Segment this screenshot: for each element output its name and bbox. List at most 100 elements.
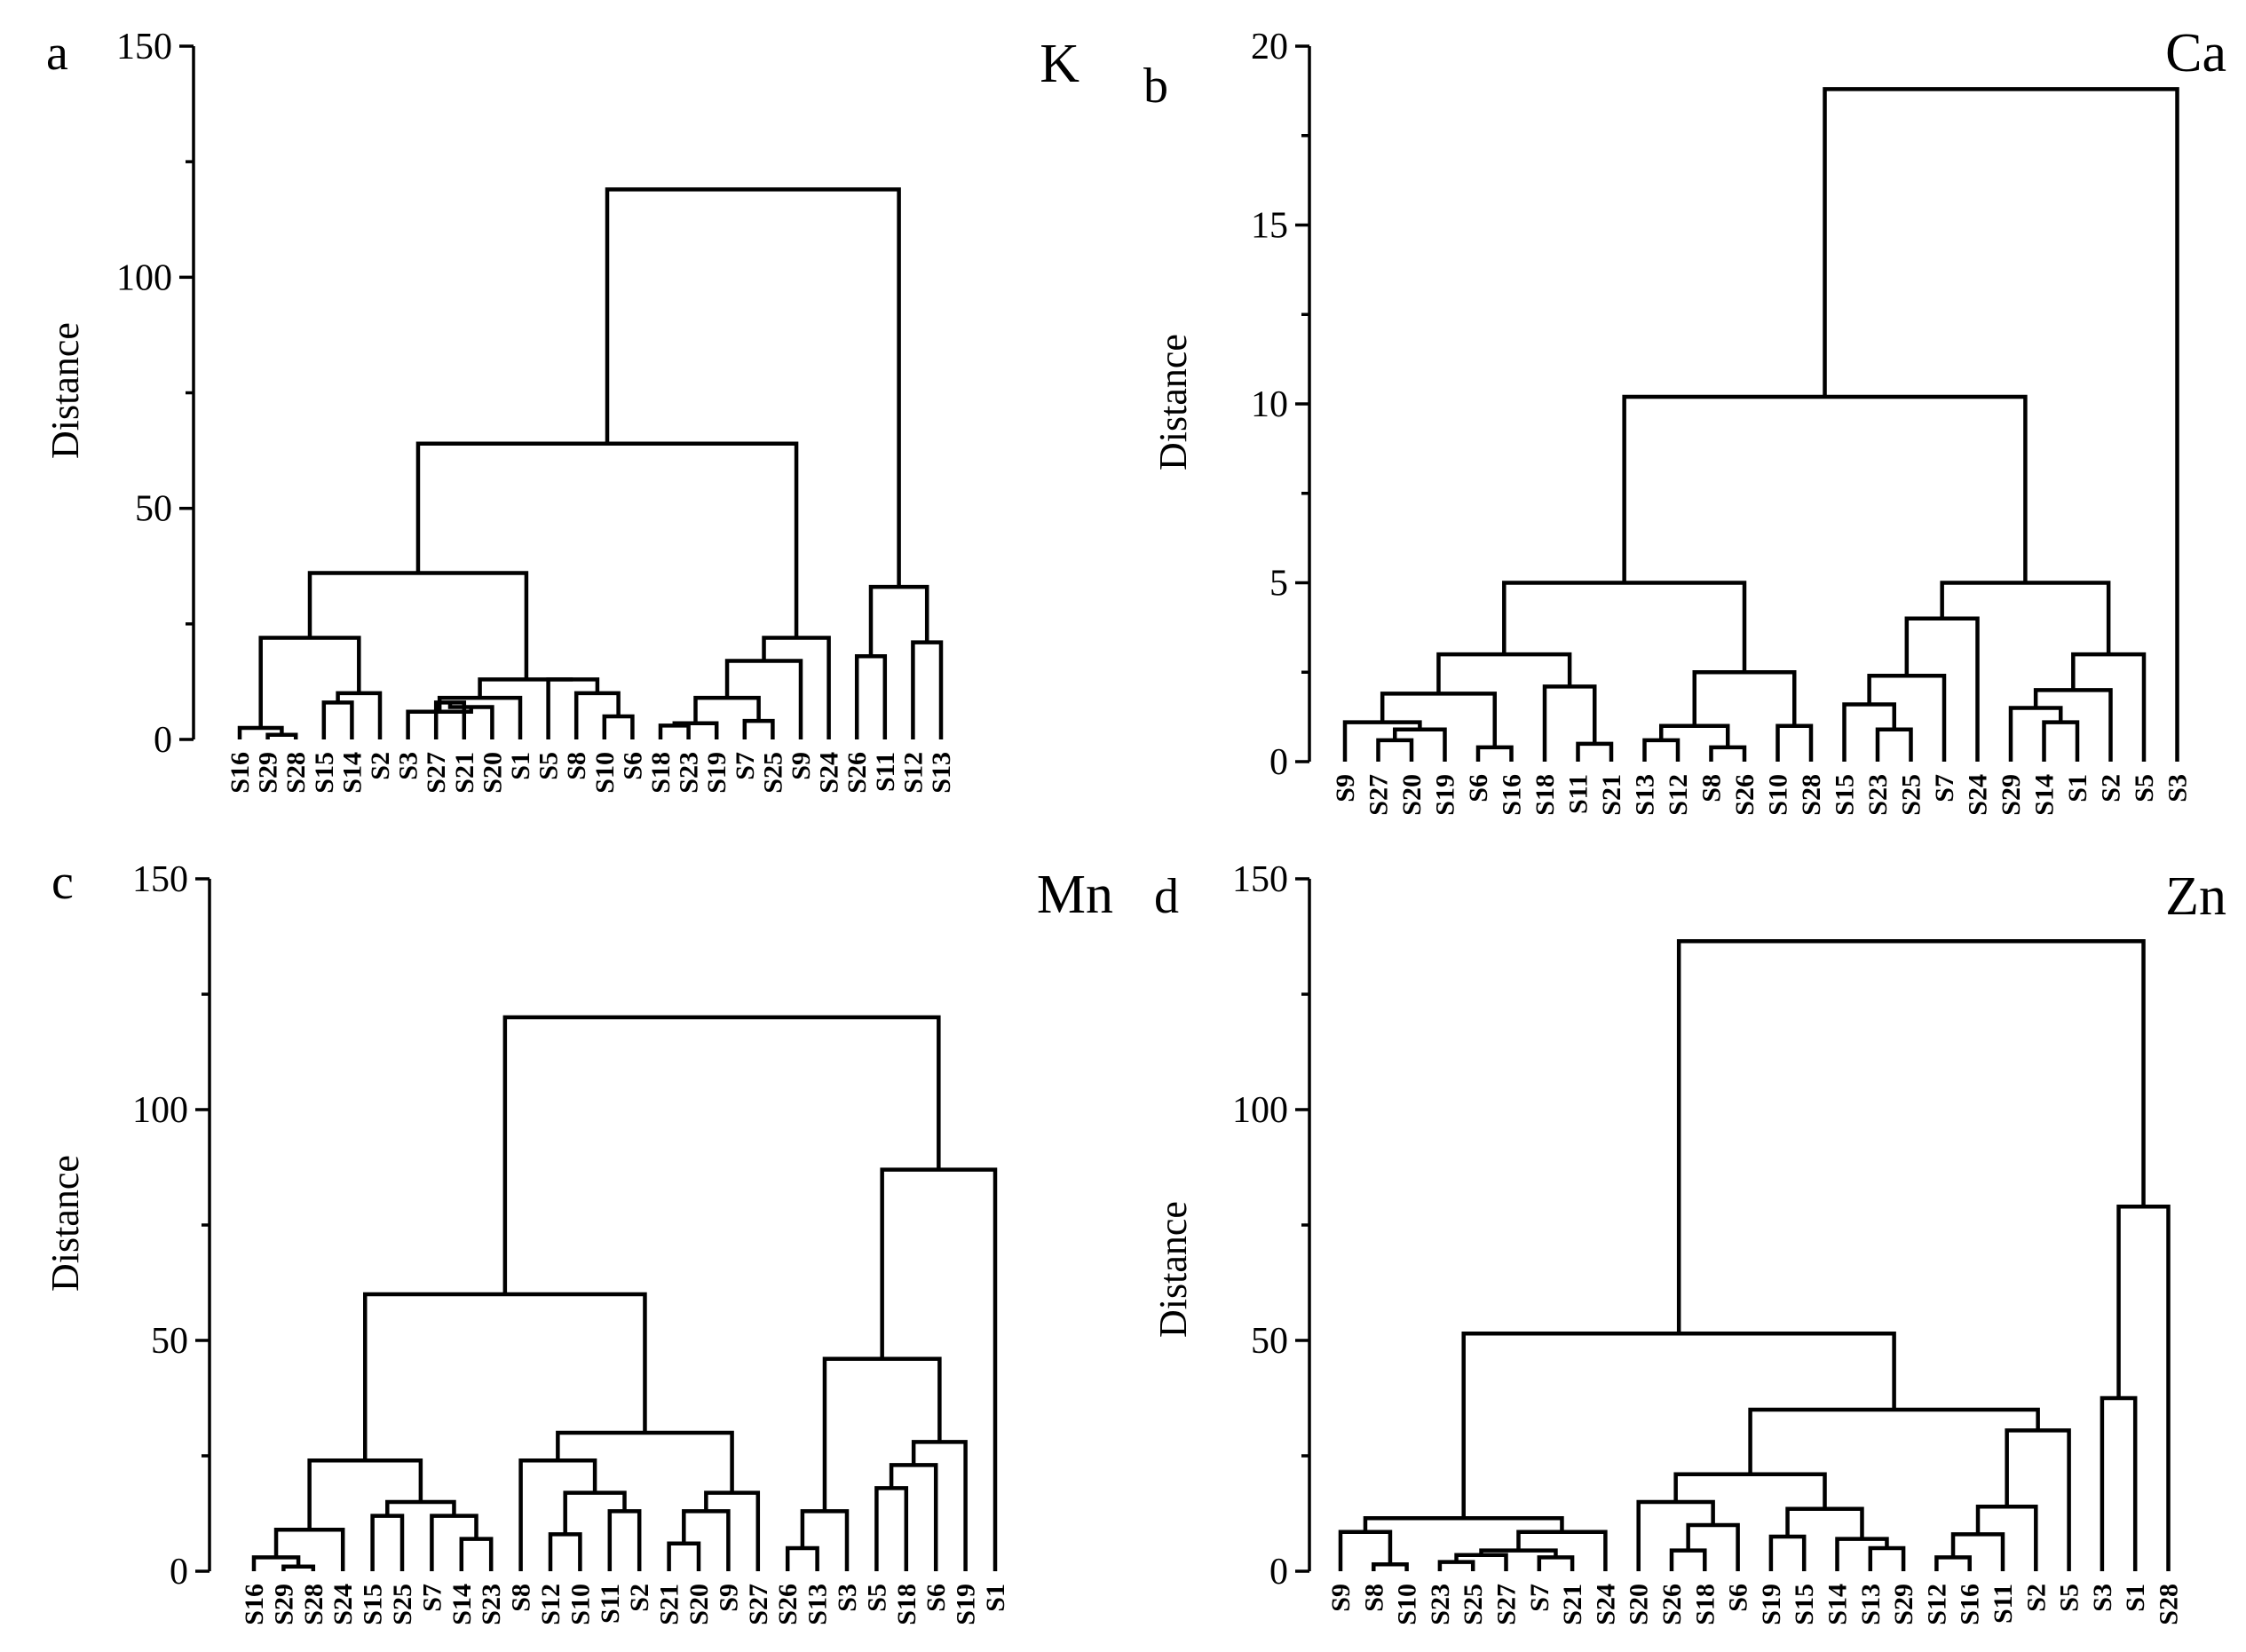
dendrogram-link [607,1509,642,1571]
leaf-label: S14 [337,752,367,794]
y-tick-label: 50 [1251,1321,1288,1362]
leaf-label: S16 [240,1584,269,1625]
dendrogram-link [563,1490,627,1535]
dendrogram-link [281,1564,316,1571]
leaf-label: S11 [1989,1584,2018,1624]
dendrogram-link [1823,87,2179,762]
dendrogram-link [1475,745,1514,762]
leaf-label: S3 [833,1584,862,1612]
dendrogram-link [724,659,803,739]
leaf-label: S24 [815,752,844,794]
dendrogram-link [1934,1555,1972,1571]
leaf-label: S11 [871,752,900,792]
dendrogram-link [605,187,901,588]
leaf-label: S7 [1525,1584,1554,1612]
leaf-label: S19 [952,1584,981,1625]
dendrogram-link [1542,684,1597,762]
leaf-label: S15 [1790,1584,1819,1625]
dendrogram-link [556,1430,734,1493]
dendrogram-link [1376,738,1414,762]
leaf-label: S13 [1631,774,1660,816]
dendrogram-link [1768,1534,1807,1571]
dendrogram-link [370,1514,405,1571]
leaf-label: S11 [1564,774,1594,814]
y-tick-label: 0 [170,1552,188,1593]
dendrogram-link [1461,1331,1896,1519]
dendrogram-links-c [251,1015,998,1571]
leaf-label: S10 [1764,774,1793,816]
leaf-label: S19 [1757,1584,1786,1625]
dendrogram-link [1669,1548,1707,1571]
y-tick-label: 0 [1269,1552,1288,1593]
leaf-label: S24 [1964,774,1993,816]
dendrogram-link [1686,1522,1740,1571]
leaf-label: S2 [366,752,395,780]
leaf-label: S7 [731,752,760,780]
leaf-label: S8 [1359,1584,1388,1612]
leaf-label: S6 [921,1584,951,1612]
dendrogram-links-d [1338,938,2171,1571]
leaf-labels-c: S16 S29 S28 S24 S15 S25 S7 S14 S23 S8 S12 S10 S11 S2 S… [240,1584,1010,1625]
leaf-label: S5 [534,752,564,780]
dendrogram-link [1576,741,1614,762]
leaf-label: S24 [1591,1584,1620,1625]
leaf-label: S21 [655,1584,684,1625]
dendrogram-link [704,1490,761,1571]
leaf-label: S5 [2130,774,2159,802]
leaf-label: S10 [590,752,620,794]
y-tick-label: 5 [1269,564,1288,605]
dendrogram-link [854,654,888,739]
leaf-label: S25 [758,752,787,794]
y-axis-d: 0 50 100 150 [1232,859,1311,1593]
y-tick-label: 10 [1251,384,1288,425]
panel-title-zn: Zn [2165,866,2226,927]
dendrogram-link [1692,670,1797,726]
dendrogram-link [2008,706,2063,762]
leaf-label: S25 [388,1584,417,1625]
leaf-label: S29 [269,1584,298,1625]
dendrogram-link [430,1514,478,1571]
leaf-label: S21 [1597,774,1626,816]
leaf-label: S8 [562,752,591,780]
y-tick-label: 15 [1251,206,1288,247]
leaf-label: S18 [892,1584,921,1625]
y-axis-c: 0 50 100 150 [132,859,211,1593]
leaf-label: S28 [2155,1584,2184,1625]
dendrogram-link [406,707,473,739]
leaf-label: S7 [1930,774,1959,802]
dendrogram-link [1748,1407,2040,1474]
dendrogram-link [868,584,929,657]
y-tick-label: 50 [135,489,172,530]
leaf-label: S15 [359,1584,388,1625]
dendrogram-link [2116,1204,2171,1571]
leaf-label: S1 [2121,1584,2150,1612]
y-tick-label: 20 [1251,27,1288,67]
dendrogram-link [502,1015,941,1294]
leaf-label: S9 [1331,774,1360,802]
dendrogram-link [800,1509,850,1571]
y-axis-b: 0 5 10 15 20 [1251,27,1311,783]
dendrogram-link [658,723,691,739]
dendrogram-link [1537,1555,1575,1571]
dendrogram-link [1835,1537,1889,1571]
dendrogram-link [415,441,799,638]
leaf-label: S28 [281,752,311,794]
dendrogram-link [1785,1506,1864,1539]
panel-title-mn: Mn [1037,865,1113,925]
leaf-labels-b: S9 S27 S20 S19 S6 S16 S18 S11 S21 S13 S12 S8 S26 S10 S… [1331,774,2193,816]
leaf-label: S2 [2021,1584,2051,1612]
leaf-label: S15 [1831,774,1860,816]
leaf-label: S13 [927,752,956,794]
leaf-label: S26 [1730,774,1760,816]
panel-d-zn: d Zn Distance 0 50 100 150 S9 S8 S10 S23 S25 S27… [1151,859,2226,1625]
dendrogram-link [874,1486,909,1571]
dendrogram-link [2071,652,2147,762]
leaf-label: S28 [299,1584,328,1625]
leaf-label: S10 [1393,1584,1422,1625]
leaf-label: S23 [675,752,704,794]
leaf-label: S20 [478,752,507,794]
dendrogram-link [1372,1561,1409,1571]
panel-letter-c: c [51,855,74,910]
